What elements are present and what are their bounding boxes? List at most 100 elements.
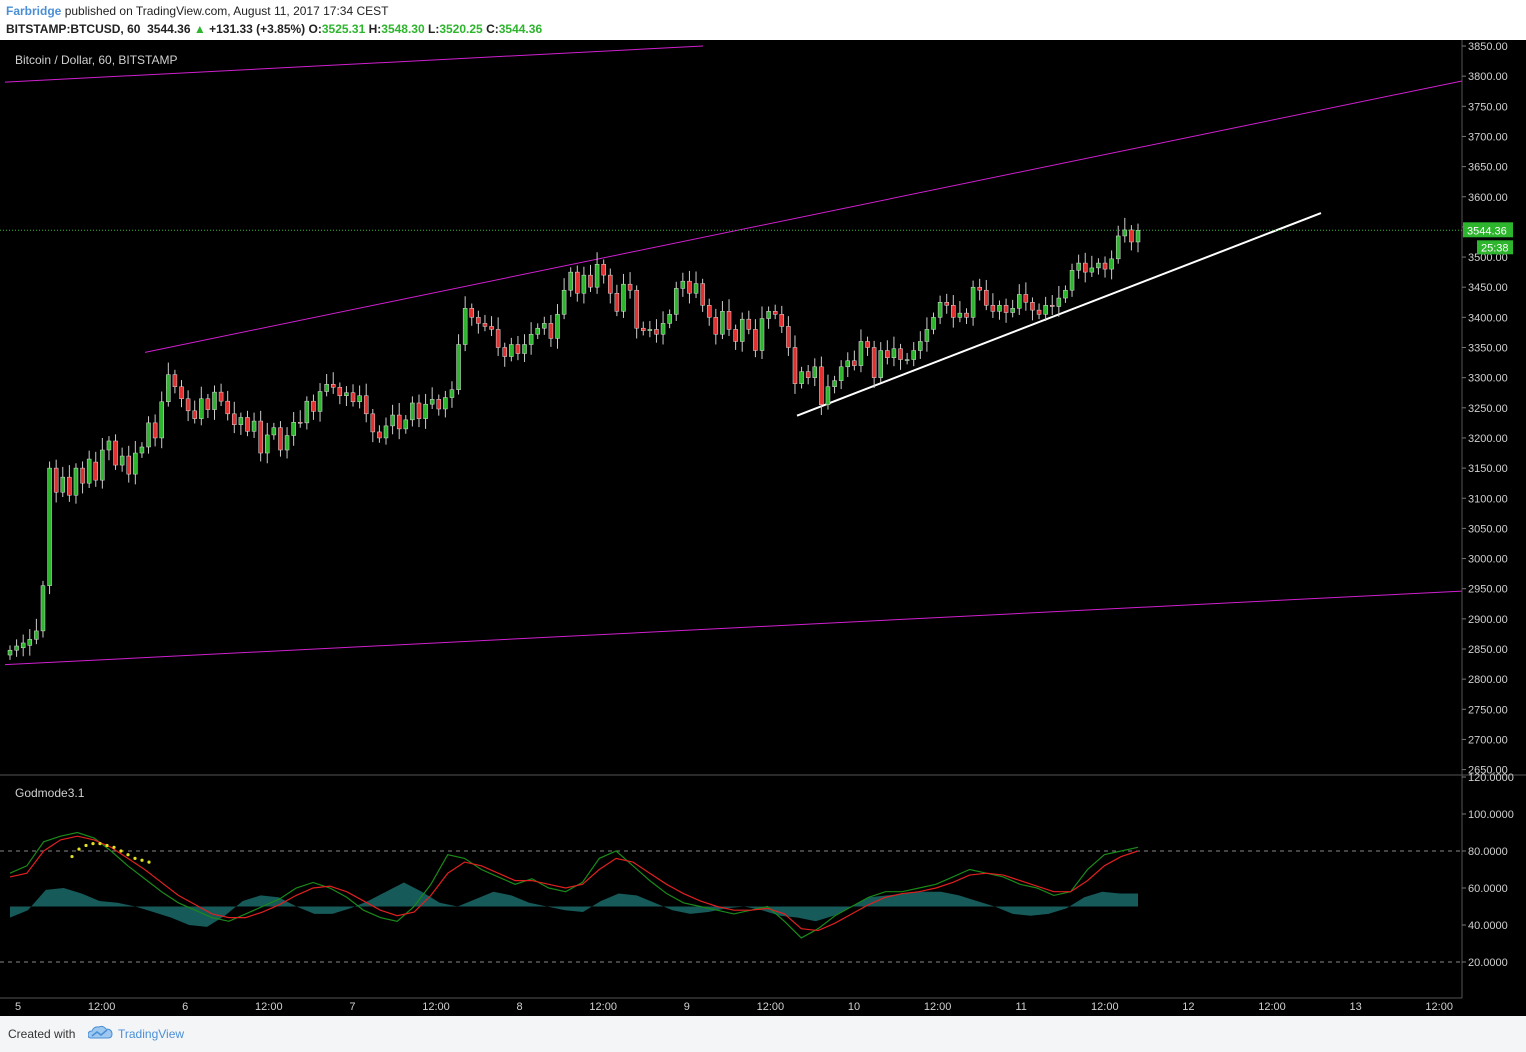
time-tick-label: 12:00 [1258,1001,1286,1013]
candle-body [1096,262,1101,269]
candle-body [126,455,131,475]
candle-body [179,386,184,400]
candle-body [232,413,237,425]
candle-body [984,289,989,306]
candle-body [937,302,943,318]
candle-body [997,305,1002,312]
candle-body [700,283,705,306]
candle-body [977,286,982,291]
candle-body [436,399,442,410]
candle-body [489,326,494,330]
time-tick-label: 8 [517,1001,523,1013]
tradingview-logo-icon[interactable] [88,1025,114,1041]
candle-body [47,467,52,586]
candle-body [271,427,277,436]
price-tick-label: 2650.00 [1468,765,1508,777]
close-label: C: [486,22,499,36]
candle-body [133,452,138,475]
osc-tick-label: 80.0000 [1468,846,1508,858]
candle-body [647,329,653,331]
candle-body [324,384,329,392]
candle-body [812,366,818,378]
time-tick-label: 12 [1182,1001,1194,1013]
candle-body [970,286,976,318]
candle-body [1129,229,1134,243]
channel-upper [144,80,1463,353]
osc-tick-label: 20.0000 [1468,957,1508,969]
candle-body [944,302,949,306]
price-tick-label: 2700.00 [1468,734,1508,746]
candle-body [726,311,732,330]
time-tick-label: 11 [1015,1001,1026,1013]
candle-body [581,274,587,294]
candle-body [548,323,554,339]
candle-body [251,420,257,432]
publish-info: Farbridge published on TradingView.com, … [6,4,388,18]
candle-body [528,333,534,345]
last-price-tag-label: 3544.36 [1467,225,1507,237]
candle-body [482,323,488,327]
candle-body [449,389,455,398]
candle-body [304,400,310,424]
osc-signal-dot [84,843,88,848]
candle-body [284,435,290,451]
candle-body [706,305,712,318]
candle-body [265,434,270,454]
candle-body [469,308,475,318]
close-value: 3544.36 [498,22,543,36]
candle-body [990,305,996,312]
candle-body [502,347,507,357]
candle-body [456,344,461,390]
candle-body [377,431,382,439]
osc-signal-dot [126,853,130,857]
price-tick-label: 3850.00 [1468,41,1508,53]
candle-body [185,398,191,412]
candle-body [786,326,791,348]
osc-signal-dot [133,856,137,861]
time-tick-label: 12:00 [422,1001,450,1013]
candle-body [898,348,903,360]
price-tick-label: 3500.00 [1468,252,1508,264]
time-tick-label: 12:00 [589,1001,617,1013]
high-value: 3548.30 [381,22,425,36]
candle-body [1102,262,1108,270]
candle-body [20,642,26,649]
price-tick-label: 3100.00 [1468,493,1508,505]
candle-body [14,645,19,651]
candle-body [951,305,956,318]
candle-body [911,350,916,360]
candle-body [1089,267,1095,273]
candle-body [614,292,620,312]
candle-body [416,402,422,419]
osc-signal-dot [91,842,95,846]
price-tick-label: 3150.00 [1468,463,1508,475]
osc-signal-dot [140,858,144,862]
candle-body [7,649,13,656]
candle-body [621,283,626,312]
author-link[interactable]: Farbridge [6,4,62,18]
candle-body [858,341,864,366]
candle-body [53,467,59,493]
candle-body [1115,235,1121,260]
chart-area[interactable]: 3850.00 3800.00 3750.00 3700.00 3650.00 3600.… [0,40,1526,1016]
candle-body [687,280,692,294]
time-tick-label: 5 [15,1001,21,1013]
candle-body [1049,305,1055,307]
candle-body [383,425,389,439]
candle-body [891,348,897,359]
low-label: L: [428,22,440,36]
candle-body [594,264,600,288]
candle-body [825,386,831,406]
price-tick-label: 3400.00 [1468,312,1508,324]
price-tick-label: 3250.00 [1468,403,1508,415]
osc-signal-dot [119,849,123,853]
candle-body [746,318,752,330]
tradingview-brand-link[interactable]: TradingView [118,1027,185,1041]
price-change: +131.33 (+3.85%) [209,22,306,36]
candle-body [1010,308,1015,313]
candle-body [561,289,567,315]
candle-body [410,402,415,421]
candle-body [865,341,870,348]
osc-signal-dot [98,842,102,846]
osc-signal-dot [105,843,109,848]
